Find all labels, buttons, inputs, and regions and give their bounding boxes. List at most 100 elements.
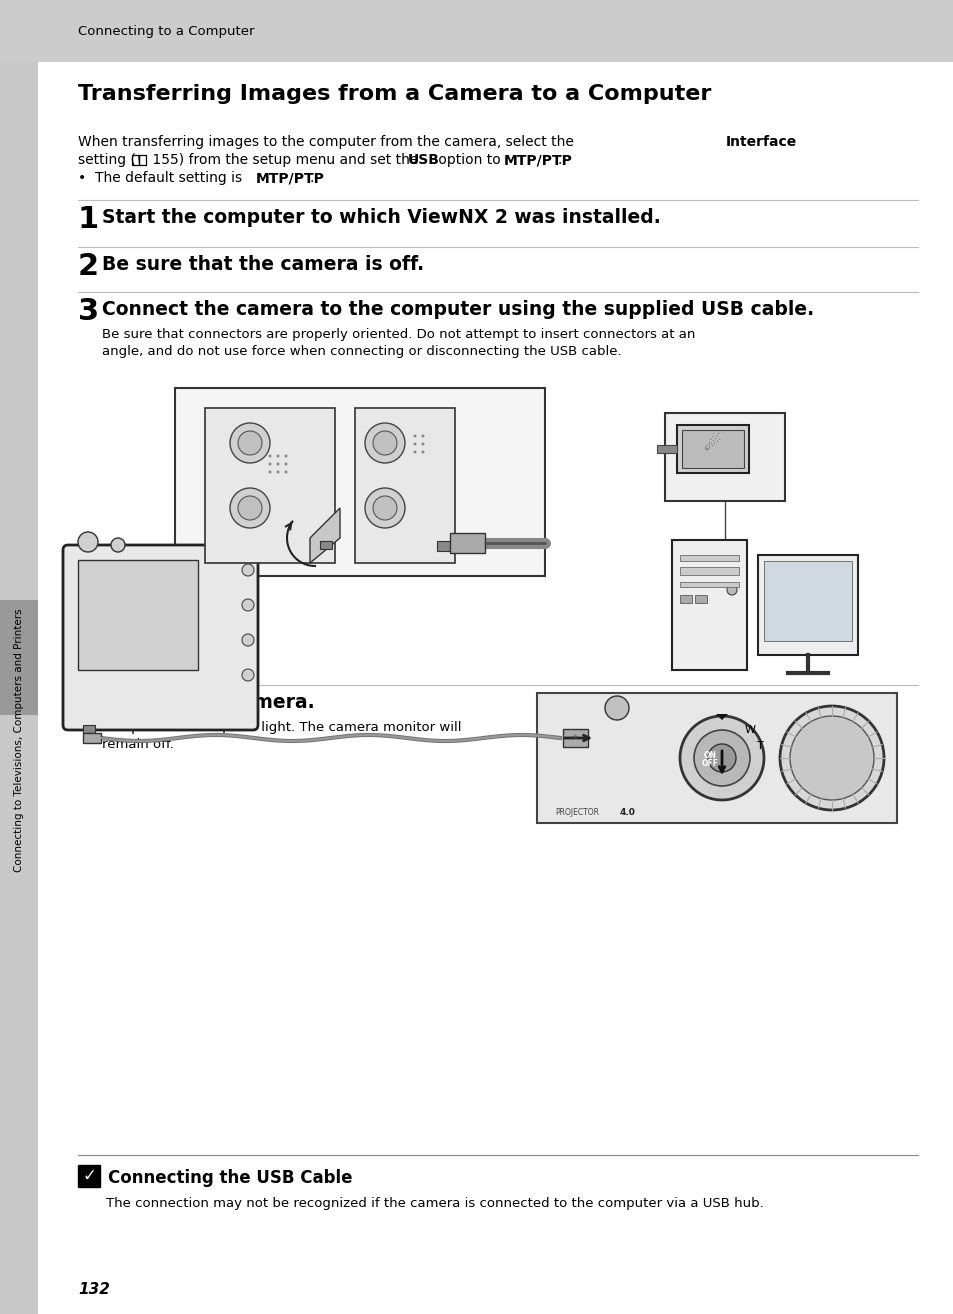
Text: Transferring Images from a Camera to a Computer: Transferring Images from a Camera to a C… [78, 84, 711, 104]
Circle shape [276, 470, 279, 473]
Text: Interface: Interface [725, 135, 797, 148]
Bar [78, 560, 198, 670]
Bar [758, 555, 857, 654]
Text: 155) from the setup menu and set the: 155) from the setup menu and set the [148, 152, 422, 167]
Text: Be sure that the camera is off.: Be sure that the camera is off. [102, 255, 424, 275]
Text: Connecting to Televisions, Computers and Printers: Connecting to Televisions, Computers and… [14, 608, 24, 871]
Text: 132: 132 [78, 1282, 110, 1297]
Text: .: . [310, 171, 314, 185]
Text: ☄: ☄ [703, 435, 721, 455]
Bar [436, 541, 452, 551]
Bar [139, 155, 146, 166]
Text: The power-on lamp will light. The camera monitor will: The power-on lamp will light. The camera… [102, 721, 461, 735]
Text: Turn on the camera.: Turn on the camera. [102, 692, 314, 712]
Text: ON: ON [702, 750, 716, 759]
Bar [83, 733, 101, 742]
Bar [0, 62, 38, 1314]
Text: 4.0: 4.0 [619, 808, 636, 817]
Circle shape [284, 470, 287, 473]
Circle shape [679, 716, 763, 800]
Circle shape [365, 487, 405, 528]
Text: •  The default setting is: • The default setting is [78, 171, 246, 185]
Text: The connection may not be recognized if the camera is connected to the computer : The connection may not be recognized if … [106, 1197, 763, 1210]
Circle shape [78, 532, 98, 552]
Text: 3: 3 [78, 297, 99, 326]
Circle shape [284, 463, 287, 465]
Bar [0, 0, 953, 62]
Circle shape [242, 633, 253, 646]
Bar [695, 595, 706, 603]
Bar [679, 595, 691, 603]
Polygon shape [310, 509, 339, 562]
Circle shape [268, 455, 272, 457]
Bar [83, 725, 95, 733]
Text: Be sure that connectors are properly oriented. Do not attempt to insert connecto: Be sure that connectors are properly ori… [102, 328, 695, 342]
Bar [450, 533, 484, 553]
Bar [537, 692, 896, 823]
Circle shape [268, 463, 272, 465]
Text: setting (: setting ( [78, 152, 136, 167]
Circle shape [789, 716, 873, 800]
Circle shape [780, 706, 883, 809]
Text: OFF: OFF [700, 758, 718, 767]
Bar [319, 541, 332, 549]
Polygon shape [716, 714, 727, 720]
Circle shape [707, 744, 735, 773]
Circle shape [276, 455, 279, 457]
Circle shape [242, 599, 253, 611]
Text: Connecting the USB Cable: Connecting the USB Cable [108, 1169, 352, 1187]
Bar [671, 540, 746, 670]
Circle shape [242, 669, 253, 681]
Text: MTP/PTP: MTP/PTP [503, 152, 572, 167]
Bar [677, 424, 748, 473]
FancyBboxPatch shape [63, 545, 257, 731]
Circle shape [693, 731, 749, 786]
Bar [679, 568, 739, 576]
Text: .: . [558, 152, 561, 167]
Text: MTP/PTP: MTP/PTP [255, 171, 325, 185]
Text: ★: ★ [571, 735, 578, 740]
Text: USB: USB [408, 152, 439, 167]
Text: W: W [743, 725, 755, 735]
Text: PROJECTOR: PROJECTOR [555, 808, 598, 817]
Text: Connect the camera to the computer using the supplied USB cable.: Connect the camera to the computer using… [102, 300, 813, 319]
Text: angle, and do not use force when connecting or disconnecting the USB cable.: angle, and do not use force when connect… [102, 346, 621, 357]
Circle shape [268, 470, 272, 473]
Bar [679, 555, 739, 561]
Circle shape [413, 451, 416, 453]
Circle shape [230, 423, 270, 463]
Text: Connecting to a Computer: Connecting to a Computer [78, 25, 254, 38]
Text: ✓: ✓ [82, 1167, 96, 1185]
Circle shape [421, 443, 424, 445]
Text: option to: option to [434, 152, 504, 167]
Bar [132, 155, 139, 166]
Circle shape [365, 423, 405, 463]
Bar [657, 445, 677, 453]
Circle shape [237, 495, 262, 520]
Bar [205, 409, 335, 562]
Text: 1: 1 [78, 205, 99, 234]
Bar [763, 561, 851, 641]
Bar [664, 413, 784, 501]
Circle shape [726, 585, 737, 595]
Text: 2: 2 [78, 252, 99, 281]
Text: 4: 4 [78, 690, 99, 719]
Circle shape [604, 696, 628, 720]
Circle shape [242, 564, 253, 576]
Bar [681, 430, 743, 468]
Bar [355, 409, 455, 562]
Circle shape [111, 537, 125, 552]
Bar [174, 388, 544, 576]
Circle shape [421, 451, 424, 453]
Circle shape [413, 435, 416, 438]
Circle shape [373, 431, 396, 455]
Circle shape [413, 443, 416, 445]
Circle shape [284, 455, 287, 457]
Bar [562, 729, 587, 746]
Circle shape [421, 435, 424, 438]
Text: T: T [756, 741, 762, 752]
Text: Start the computer to which ViewNX 2 was installed.: Start the computer to which ViewNX 2 was… [102, 208, 660, 227]
Bar [679, 582, 739, 587]
Circle shape [237, 431, 262, 455]
Circle shape [373, 495, 396, 520]
